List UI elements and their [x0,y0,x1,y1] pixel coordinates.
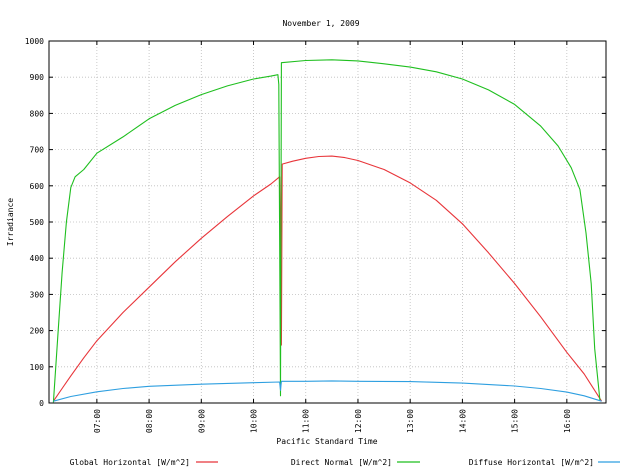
y-tick-label: 400 [30,254,45,263]
x-tick-label: 09:00 [197,409,206,433]
y-tick-label: 500 [30,218,45,227]
grid [49,41,606,403]
x-tick-label: 14:00 [458,409,467,433]
y-tick-label: 1000 [25,37,44,46]
x-tick-label: 11:00 [302,409,311,433]
y-tick-label: 100 [30,363,45,372]
y-tick-label: 0 [39,399,44,408]
y-tick-label: 300 [30,290,45,299]
legend-label: Direct Normal [W/m^2] [291,458,392,467]
legend-label: Diffuse Horizontal [W/m^2] [469,458,594,467]
x-tick-label: 07:00 [93,409,102,433]
y-tick-label: 800 [30,109,45,118]
legend: Global Horizontal [W/m^2] Direct Normal [… [70,458,620,467]
x-axis: 07:00 08:00 09:00 10:00 11:00 12:00 13:00 14:00… [93,41,572,433]
chart-title: November 1, 2009 [282,19,359,28]
series-line-0 [52,155,603,402]
y-tick-label: 700 [30,146,45,155]
y-tick-label: 900 [30,73,45,82]
x-tick-label: 13:00 [406,409,415,433]
x-tick-label: 15:00 [511,409,520,433]
y-axis-label: Irradiance [6,198,15,246]
series-line-1 [52,59,601,403]
y-tick-label: 200 [30,327,45,336]
legend-label: Global Horizontal [W/m^2] [70,458,190,467]
x-tick-label: 16:00 [563,409,572,433]
series-line-2 [53,380,602,402]
x-tick-label: 10:00 [250,409,259,433]
plot-frame [48,40,607,404]
x-axis-label: Pacific Standard Time [276,437,377,446]
x-tick-label: 12:00 [354,409,363,433]
x-tick-label: 08:00 [145,409,154,433]
series-layer [52,59,603,403]
y-tick-label: 600 [30,182,45,191]
y-axis: 0 100 200 300 400 500 600 700 800 900 1000 [25,37,606,408]
